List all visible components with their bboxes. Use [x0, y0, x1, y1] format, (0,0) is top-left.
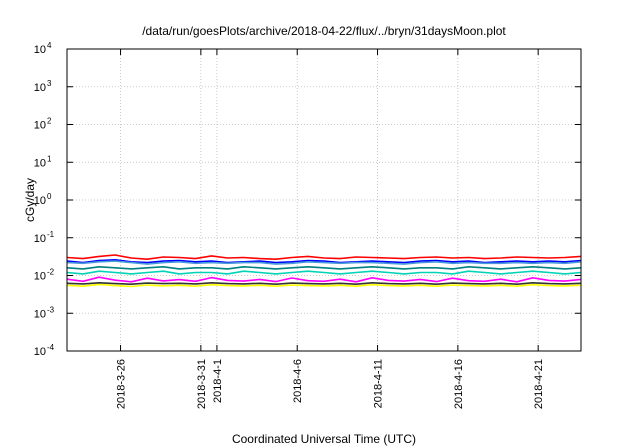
- x-tick-label: 2018-4-21: [533, 359, 545, 409]
- y-tick-exponent: -4: [47, 343, 55, 352]
- y-tick-label: 10: [34, 271, 46, 283]
- y-tick-exponent: -2: [47, 268, 55, 277]
- x-tick-label: 2018-3-31: [196, 359, 208, 409]
- x-tick-label: 2018-4-16: [453, 359, 465, 409]
- y-tick-exponent: 3: [47, 79, 52, 88]
- x-tick-label: 2018-4-11: [373, 359, 385, 408]
- plot-area: [66, 254, 582, 288]
- y-axis-label: cGy/day: [23, 178, 37, 222]
- series-line-4: [66, 265, 582, 270]
- y-tick-exponent: -3: [47, 305, 55, 314]
- y-tick-label: 10: [34, 346, 46, 358]
- y-tick-label: 10: [34, 308, 46, 320]
- y-tick-exponent: 4: [47, 41, 52, 50]
- y-tick-label: 10: [34, 195, 46, 207]
- y-tick-label: 10: [34, 157, 46, 169]
- series-line-2: [66, 258, 582, 264]
- x-tick-label: 2018-4-1: [212, 359, 224, 403]
- y-tick-exponent: -1: [47, 230, 55, 239]
- y-tick-exponent: 2: [47, 117, 52, 126]
- y-tick-label: 10: [34, 120, 46, 132]
- x-axis: 2018-3-26 2018-3-31 2018-4-1 2018-4-6 2018-4…: [116, 49, 545, 409]
- series-line-1: [66, 254, 582, 261]
- x-tick-label: 2018-3-26: [116, 359, 128, 409]
- x-axis-label: Coordinated Universal Time (UTC): [232, 432, 416, 446]
- plot-frame: [66, 48, 582, 352]
- grid: [67, 49, 581, 351]
- y-tick-label: 10: [34, 233, 46, 245]
- series-line-8: [66, 276, 582, 283]
- series-line-6: [66, 283, 582, 288]
- y-tick-exponent: 0: [47, 192, 52, 201]
- series-line-5: [66, 270, 582, 275]
- y-tick-label: 10: [34, 44, 46, 56]
- y-tick-label: 10: [34, 82, 46, 94]
- y-tick-exponent: 1: [47, 154, 52, 163]
- series-line-3: [66, 260, 582, 265]
- chart-title: /data/run/goesPlots/archive/2018-04-22/f…: [142, 24, 506, 38]
- series-line-7: [66, 281, 582, 286]
- x-tick-label: 2018-4-6: [292, 359, 304, 403]
